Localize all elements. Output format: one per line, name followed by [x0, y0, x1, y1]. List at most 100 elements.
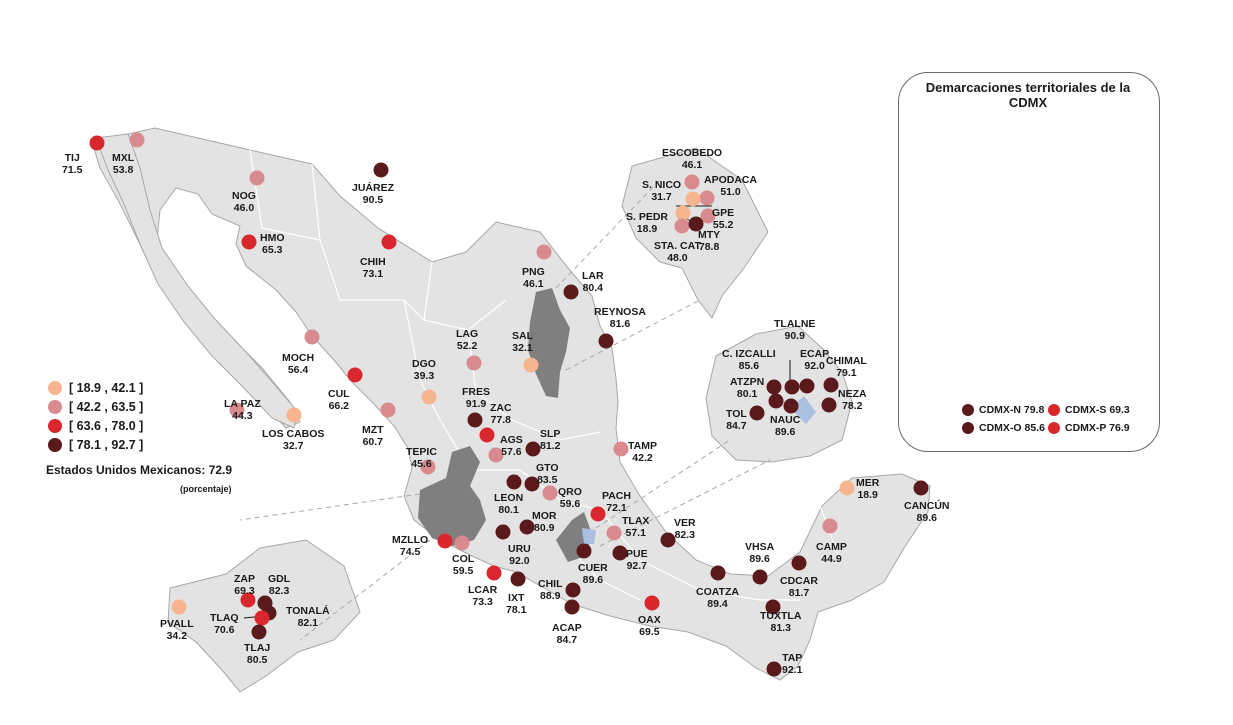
marker-cul: [347, 367, 363, 383]
place-value: 85.6: [738, 360, 760, 372]
place-name: TLAQ: [210, 612, 239, 624]
marker-uru: [495, 524, 511, 540]
place-name: SLP: [540, 428, 561, 440]
place-value: 32.1: [512, 342, 533, 354]
marker-la-paz: [229, 402, 245, 418]
place-name: CANCÚN: [904, 500, 950, 512]
place-value: 39.3: [413, 370, 435, 382]
legend-swatch: [48, 380, 62, 395]
label-gdl: GDL 82.3: [268, 573, 290, 597]
place-name: MTY: [698, 229, 721, 241]
place-value: 81.3: [770, 622, 791, 634]
place-value: 18.9: [636, 223, 658, 235]
place-value: 44.9: [821, 553, 842, 565]
label-los-cabos: LOS CABOS 32.7: [262, 428, 324, 452]
marker-lcar: [486, 565, 502, 581]
place-name: CUER: [578, 562, 608, 574]
label-pvall: PVALL 34.2: [160, 618, 194, 642]
legend-item: [ 63.6 , 78.0 ]: [48, 416, 143, 435]
label-zap: ZAP 69.3: [234, 573, 255, 597]
marker-dgo: [421, 389, 437, 405]
place-name: COATZA: [696, 586, 739, 598]
label-tamp: TAMP 42.2: [628, 440, 657, 464]
label-escobedo: ESCOBEDO 46.1: [662, 147, 722, 171]
label-c-izcalli: C. IZCALLI 85.6: [722, 348, 776, 372]
marker-mty: [688, 216, 704, 232]
place-value: 32.7: [282, 440, 304, 452]
place-value: 57.1: [625, 527, 646, 539]
place-name: TOL: [726, 408, 747, 420]
label-oax: OAX 69.5: [638, 614, 661, 638]
label-uru: URU 92.0: [508, 543, 531, 567]
marker-mxl: [129, 132, 145, 148]
place-name: ACAP: [552, 622, 582, 634]
marker-ixt: [510, 571, 526, 587]
place-name: JUÁREZ: [352, 182, 395, 194]
marker-apodaca: [699, 190, 715, 206]
place-name: PNG: [522, 266, 545, 278]
place-value: 18.9: [857, 489, 878, 501]
label-hmo: HMO 65.3: [260, 232, 285, 256]
label-leon: LEON 80.1: [494, 492, 523, 516]
place-value: 81.2: [540, 440, 561, 452]
region-label: CDMX-P 76.9: [1065, 422, 1130, 434]
place-value: 59.5: [452, 565, 474, 577]
place-value: 78.2: [842, 400, 863, 412]
legend-item: [ 42.2 , 63.5 ]: [48, 397, 143, 416]
place-name: MZT: [362, 424, 384, 436]
label-sal: SAL 32.1: [512, 330, 533, 354]
place-value: 51.0: [720, 186, 741, 198]
place-value: 48.0: [667, 252, 688, 264]
label-nauc: NAUC 89.6: [770, 414, 800, 438]
label-vhsa: VHSA 89.6: [745, 541, 774, 565]
national-unit: (porcentaje): [180, 484, 232, 494]
place-value: 92.0: [804, 360, 825, 372]
label-mty: MTY 78.8: [698, 229, 720, 253]
label-tij: TIJ 71.5: [62, 152, 82, 176]
place-name: COL: [452, 553, 475, 565]
label-mzllo: MZLLO 74.5: [392, 534, 428, 558]
place-value: 92.1: [782, 664, 803, 676]
label-tuxtla: TUXTLA 81.3: [760, 610, 801, 634]
marker-zac: [479, 427, 495, 443]
place-name: OAX: [638, 614, 661, 626]
place-name: CUL: [328, 388, 350, 400]
place-name: GDL: [268, 573, 291, 585]
region-swatch: [1048, 422, 1060, 434]
cdmx-region: [582, 528, 596, 544]
marker-s-pedr: [675, 205, 691, 221]
place-value: 84.7: [726, 420, 747, 432]
place-name: S. PEDR: [626, 211, 669, 223]
marker-mor: [519, 519, 535, 535]
marker-tap: [766, 661, 782, 677]
place-value: 73.1: [362, 268, 384, 280]
label-tlaq: TLAQ 70.6: [210, 612, 239, 636]
place-name: PUE: [626, 548, 648, 560]
region-swatch: [962, 422, 974, 434]
place-name: DGO: [412, 358, 436, 370]
place-name: QRO: [558, 486, 582, 498]
label-pue: PUE 92.7: [626, 548, 648, 572]
label-tepic: TEPIC 45.6: [406, 446, 437, 470]
place-value: 84.7: [556, 634, 578, 646]
place-value: 69.3: [234, 585, 255, 597]
label-tlaj: TLAJ 80.5: [244, 642, 270, 666]
marker-mzllo: [437, 533, 453, 549]
inset-connectors: [239, 179, 771, 641]
marker-gto: [524, 476, 540, 492]
label-tol: TOL 84.7: [726, 408, 747, 432]
place-name: FRES: [462, 386, 491, 398]
place-value: 82.1: [297, 617, 318, 629]
label-cul: CUL 66.2: [328, 388, 350, 412]
label-canc-n: CANCÚN 89.6: [904, 500, 950, 524]
place-value: 78.1: [506, 604, 527, 616]
marker-ecap: [799, 378, 815, 394]
label-apodaca: APODACA 51.0: [704, 174, 757, 198]
place-value: 46.1: [681, 159, 703, 171]
cdmx-region-legend: CDMX-O 85.6: [962, 422, 1045, 434]
marker-cdcar: [791, 555, 807, 571]
marker-zap: [240, 592, 256, 608]
label-ags: AGS 57.6: [500, 434, 523, 458]
region-swatch: [1048, 404, 1060, 416]
label-dgo: DGO 39.3: [412, 358, 436, 382]
